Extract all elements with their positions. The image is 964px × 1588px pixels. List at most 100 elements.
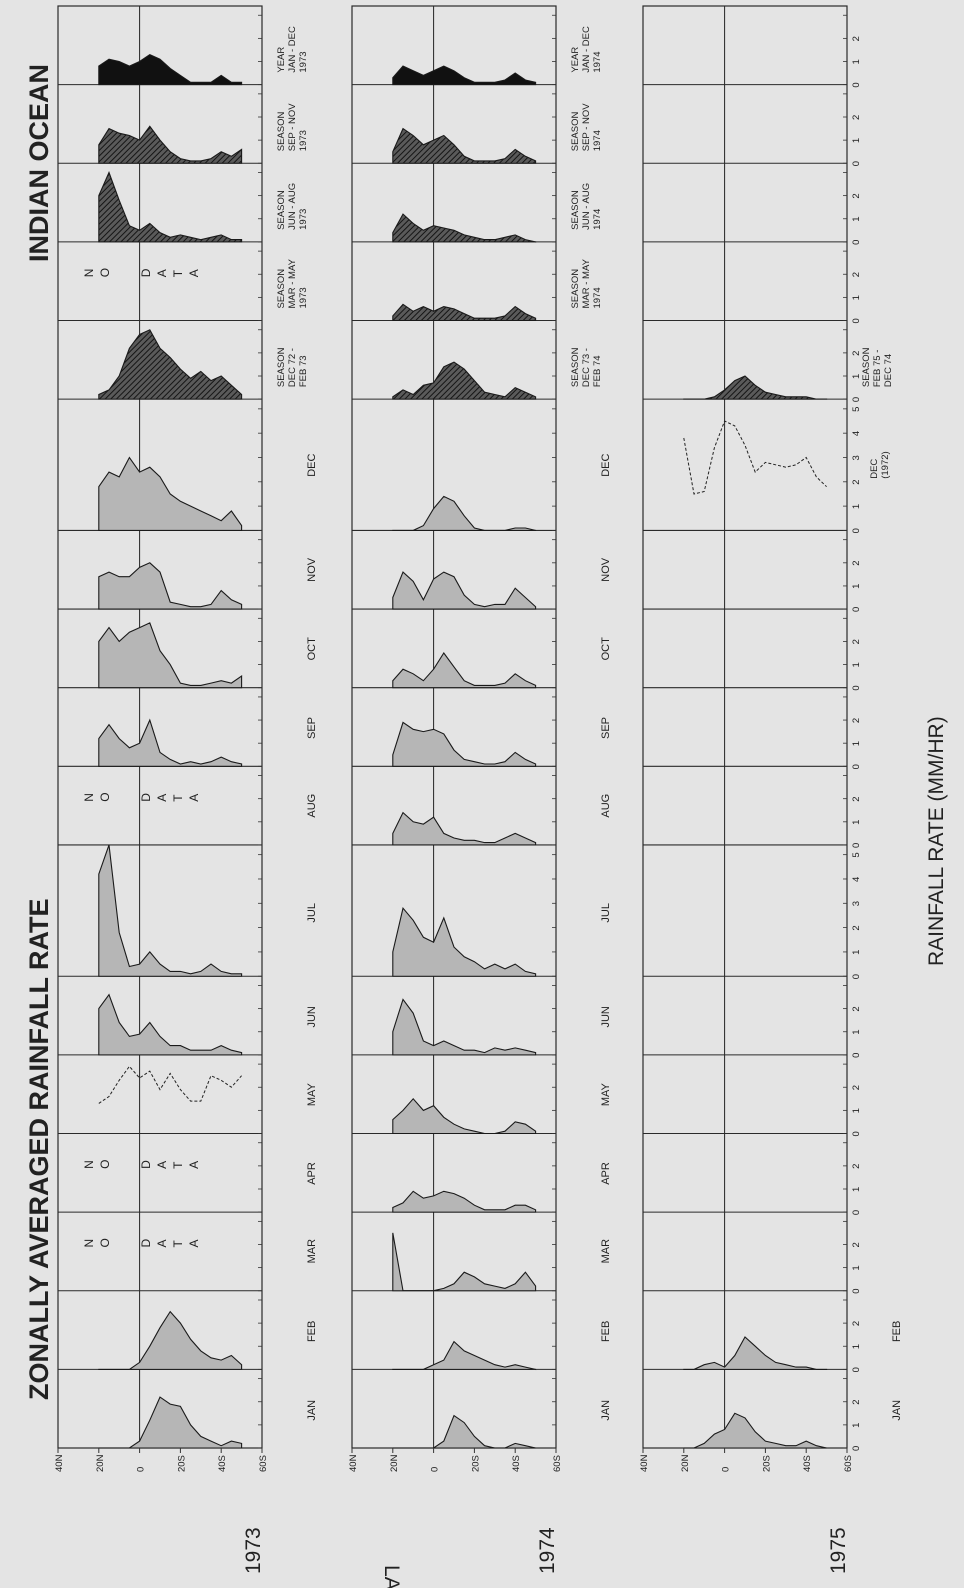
x-axis-label: RAINFALL RATE (MM/HR) xyxy=(925,716,948,966)
rate-tick-label: 2 xyxy=(851,1085,862,1090)
column-label: JAN xyxy=(600,1400,612,1421)
rate-tick-label: 2 xyxy=(851,1321,862,1326)
column-label: DEC xyxy=(306,454,318,477)
season-rainfall-area xyxy=(392,127,537,164)
rate-tick-label: 2 xyxy=(851,480,862,485)
lat-tick-label: 0 xyxy=(430,1467,441,1472)
year-panel-1975: 40N 20N 0 20S 40S 60S 1975 JAN FEB xyxy=(639,5,903,1574)
lat-tick-label: 40S xyxy=(802,1455,813,1472)
year-rainfall-area xyxy=(98,53,243,86)
season-label-line: 1974 xyxy=(592,130,603,151)
month-rainfall-area xyxy=(98,993,243,1056)
rate-tick-label: 2 xyxy=(851,639,862,644)
rate-tick-label: 0 xyxy=(851,764,862,769)
column-label: JAN xyxy=(891,1400,903,1421)
rate-tick-label: 1 xyxy=(851,1265,862,1270)
season-rainfall-area xyxy=(98,125,243,164)
column-label: NOV xyxy=(600,557,612,582)
no-data-letter: N xyxy=(82,793,96,802)
no-data-letter: A xyxy=(187,1239,201,1247)
season-label-line: SEASON xyxy=(570,269,581,309)
month-rainfall-area xyxy=(683,1336,828,1370)
month-rainfall-area xyxy=(392,1190,537,1213)
season-rainfall-area xyxy=(98,171,243,243)
column-label: JUN xyxy=(306,1006,318,1027)
season-1975-label: DEC 74 xyxy=(883,354,894,387)
column-label: FEB xyxy=(600,1321,612,1342)
month-rainfall-area xyxy=(392,1097,537,1135)
y-axis-label: LATITUDE xyxy=(380,1565,403,1588)
lat-tick-label: 20N xyxy=(389,1454,400,1472)
season-rainfall-area xyxy=(392,213,537,243)
no-data-letter: T xyxy=(171,1240,185,1248)
season-label-line: SEASON xyxy=(276,269,287,309)
month-rainfall-area xyxy=(98,718,243,767)
season-label-line: JUN - AUG xyxy=(581,183,592,230)
column-label: MAR xyxy=(306,1239,318,1264)
lat-tick-label: 20S xyxy=(176,1455,187,1472)
season-label-line: YEAR xyxy=(276,47,287,73)
no-data-letter: D xyxy=(139,1160,153,1169)
season-label-line: SEASON xyxy=(276,190,287,230)
title-group: ZONALLY AVERAGED RAINFALL RATE xyxy=(24,898,54,1400)
column-label: OCT xyxy=(600,637,612,661)
season-label-line: JAN - DEC xyxy=(287,26,298,73)
season-label-line: 1974 xyxy=(592,287,603,308)
column-label: FEB xyxy=(306,1321,318,1342)
rate-tick-label: 3 xyxy=(851,455,862,460)
dec-1972-label: DEC xyxy=(869,459,880,479)
season-label-line: 1973 xyxy=(298,287,309,308)
rate-tick-label: 1 xyxy=(851,1029,862,1034)
month-rainfall-area xyxy=(392,1340,537,1371)
month-rainfall-area xyxy=(392,811,537,846)
column-label: APR xyxy=(600,1162,612,1185)
season-label-line: SEP - NOV xyxy=(581,103,592,152)
season-label-line: SEASON xyxy=(570,190,581,230)
season-label-line: DEC 72 - xyxy=(287,348,298,387)
column-label: MAY xyxy=(306,1082,318,1106)
lat-tick-label: 40S xyxy=(217,1455,228,1472)
season-label-line: FEB 73 xyxy=(298,355,309,387)
lat-tick-label: 40S xyxy=(511,1455,522,1472)
rate-tick-label: 1 xyxy=(851,1423,862,1428)
season-label-line: 1974 xyxy=(592,51,603,72)
rate-tick-label: 2 xyxy=(851,272,862,277)
rate-tick-label: 1 xyxy=(851,295,862,300)
no-data-letter: A xyxy=(187,269,201,277)
column-label: SEP xyxy=(600,717,612,739)
column-label: MAY xyxy=(600,1082,612,1106)
season-rainfall-area xyxy=(392,303,537,322)
no-data-letter: A xyxy=(155,794,169,802)
month-rainfall-area xyxy=(392,907,537,977)
rate-tick-label: 0 xyxy=(851,161,862,166)
rate-tick-label: 1 xyxy=(851,820,862,825)
lat-tick-label: 20S xyxy=(470,1455,481,1472)
rate-tick-label: 2 xyxy=(851,796,862,801)
column-label: MAR xyxy=(600,1239,612,1264)
no-data-letter: A xyxy=(187,1161,201,1169)
month-rainfall-area xyxy=(683,1412,827,1449)
no-data-letter: O xyxy=(98,1238,112,1247)
no-data-letter: D xyxy=(139,268,153,277)
column-label: JUN xyxy=(600,1006,612,1027)
lat-tick-label: 40N xyxy=(54,1454,65,1472)
rate-tick-label: 2 xyxy=(851,193,862,198)
rate-tick-label: 2 xyxy=(851,718,862,723)
season-label-line: SEASON xyxy=(570,347,581,387)
rate-tick-label: 1 xyxy=(851,950,862,955)
no-data-letter: A xyxy=(187,794,201,802)
season-rainfall-area xyxy=(683,375,828,400)
lat-tick-label: 20N xyxy=(680,1454,691,1472)
season-label-line: MAR - MAY xyxy=(287,258,298,308)
lat-tick-label: 60S xyxy=(552,1455,563,1472)
season-label-line: SEASON xyxy=(276,112,287,152)
rate-tick-label: 0 xyxy=(851,607,862,612)
column-label: JUL xyxy=(600,903,612,923)
no-data-letter: O xyxy=(98,1160,112,1169)
season-label-line: SEASON xyxy=(276,347,287,387)
month-rainfall-area xyxy=(392,1414,536,1449)
rate-tick-label: 5 xyxy=(851,852,862,857)
rate-tick-label: 1 xyxy=(851,59,862,64)
season-label-line: JUN - AUG xyxy=(287,183,298,230)
rate-tick-label: 0 xyxy=(851,685,862,690)
